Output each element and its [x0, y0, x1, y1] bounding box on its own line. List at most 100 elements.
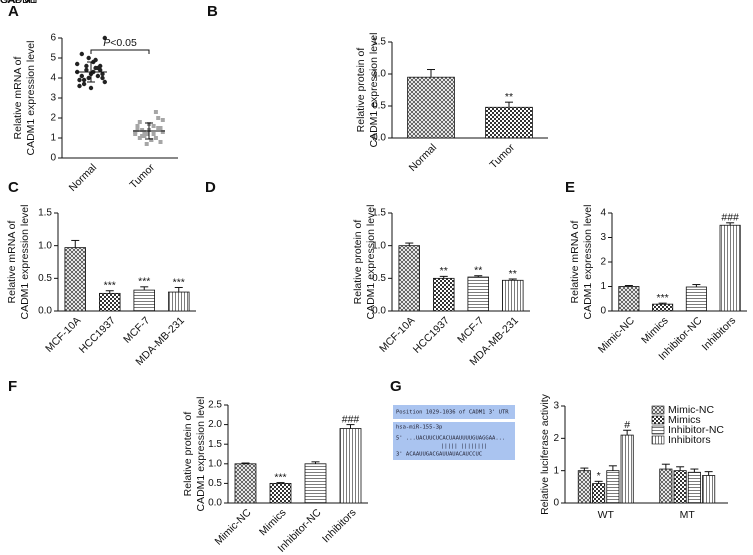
data-point: [95, 73, 101, 79]
bar: [702, 475, 716, 504]
significance-label: **: [440, 265, 448, 277]
blot-row-label: CADM1: [0, 0, 37, 6]
y-tick-label: 3: [600, 232, 606, 243]
bar: [652, 303, 674, 312]
y-tick-label: 5: [50, 53, 56, 64]
data-point: [135, 128, 140, 132]
data-point: [137, 120, 142, 124]
bar: [167, 291, 190, 312]
legend-label: Inhibitors: [668, 434, 711, 446]
y-axis-label: CADM1 expression level: [25, 41, 37, 156]
data-point: [81, 81, 87, 87]
data-point: [140, 134, 145, 138]
y-tick-label: 1.0: [38, 240, 52, 251]
data-point: [149, 138, 154, 142]
significance-label: **: [505, 91, 513, 103]
bar: [269, 482, 292, 504]
x-tick-label: Tumor: [487, 141, 517, 171]
bar: [606, 470, 620, 504]
legend-label: Mimics: [668, 414, 701, 426]
data-point: [156, 116, 161, 120]
data-point: [102, 79, 108, 85]
significance-label: ***: [274, 471, 286, 483]
x-tick-label: Mimic-NC: [213, 506, 254, 547]
bar: [719, 224, 741, 312]
y-tick-label: 0.5: [372, 101, 386, 112]
data-point: [86, 75, 91, 81]
y-tick-label: 0.5: [208, 478, 222, 489]
y-tick-label: 1.5: [372, 37, 386, 48]
bar: [467, 276, 489, 312]
y-tick-label: 0.0: [372, 133, 386, 144]
significance-label: ***: [104, 280, 116, 292]
y-tick-label: 0.0: [208, 498, 222, 509]
x-tick-label: Tumor: [127, 161, 157, 191]
y-tick-label: 0.0: [372, 306, 386, 317]
annotation-text: <0.05: [110, 37, 137, 49]
y-tick-label: 1: [600, 281, 606, 292]
panel-letter: A: [8, 3, 19, 20]
significance-label: **: [509, 268, 517, 280]
blot-row-label: GAPDH: [0, 0, 37, 6]
data-point: [88, 85, 94, 91]
y-tick-label: 1.5: [372, 208, 386, 219]
data-point: [77, 83, 82, 89]
data-point: [81, 77, 87, 83]
sequence-title: Position 1029-1036 of CADM1 3' UTR: [396, 410, 509, 416]
data-point: [86, 55, 91, 61]
bar: [659, 468, 673, 504]
data-point: [144, 132, 149, 136]
y-axis-label: Relative protein of: [355, 48, 367, 133]
x-tick-label: Normal: [67, 162, 99, 194]
y-axis-label: Relative mRNA of: [12, 56, 24, 139]
y-tick-label: 0.5: [38, 273, 52, 284]
panel-letter: C: [8, 179, 19, 196]
bar: [64, 247, 87, 312]
significance-label: *: [597, 470, 601, 482]
legend-label: Mimic-NC: [668, 404, 714, 416]
data-point: [142, 134, 147, 138]
blot-row-label: CADM1: [0, 0, 37, 6]
y-axis-label: CADM1 expression level: [582, 205, 594, 320]
x-tick-label: Mimics: [639, 315, 671, 347]
x-tick-label: Mimic-NC: [596, 314, 637, 355]
panel-letter: D: [205, 179, 216, 196]
significance-label: ***: [173, 276, 185, 288]
blot-row-label: CADM1: [0, 0, 37, 6]
y-tick-label: 3: [50, 93, 56, 104]
bar: [673, 470, 687, 504]
x-tick-label: Mimics: [257, 507, 289, 539]
y-tick-label: 1.0: [372, 69, 386, 80]
significance-label: ###: [721, 212, 739, 224]
data-point: [153, 110, 158, 114]
x-tick-label: WT: [598, 509, 615, 521]
sequence-box: [393, 422, 515, 460]
bar: [685, 286, 707, 312]
data-point: [160, 130, 165, 134]
y-tick-label: 1: [50, 133, 56, 144]
annotation: P<0.05: [103, 37, 137, 49]
data-point: [151, 124, 156, 128]
legend-swatch: [651, 415, 665, 425]
bar: [407, 76, 455, 139]
y-axis-label: Relative protein of: [352, 220, 364, 305]
data-point: [102, 35, 108, 41]
y-tick-label: 2: [600, 257, 606, 268]
x-tick-label: HCC1937: [77, 314, 118, 355]
data-point: [77, 77, 82, 83]
blot-row-label: GAPDH: [0, 0, 37, 6]
y-axis-label: Relative mRNA of: [569, 220, 581, 303]
sequence-line: 5' ...UACUUCUCACUAAUUUUGUAGGAA...: [396, 436, 505, 442]
y-tick-label: 2.5: [208, 400, 222, 411]
significance-label: ***: [138, 276, 150, 288]
bar: [577, 470, 591, 504]
y-tick-label: 2: [553, 433, 559, 444]
data-point: [135, 124, 140, 128]
significance-label: **: [474, 265, 482, 277]
bar: [304, 463, 327, 504]
y-axis-label: CADM1 expression level: [365, 205, 377, 320]
y-axis-label: CADM1 expression level: [368, 33, 380, 148]
data-point: [133, 132, 138, 136]
sequence-line: 3' ACAAUUGACGAUUAUACAUCCUC: [396, 452, 482, 458]
